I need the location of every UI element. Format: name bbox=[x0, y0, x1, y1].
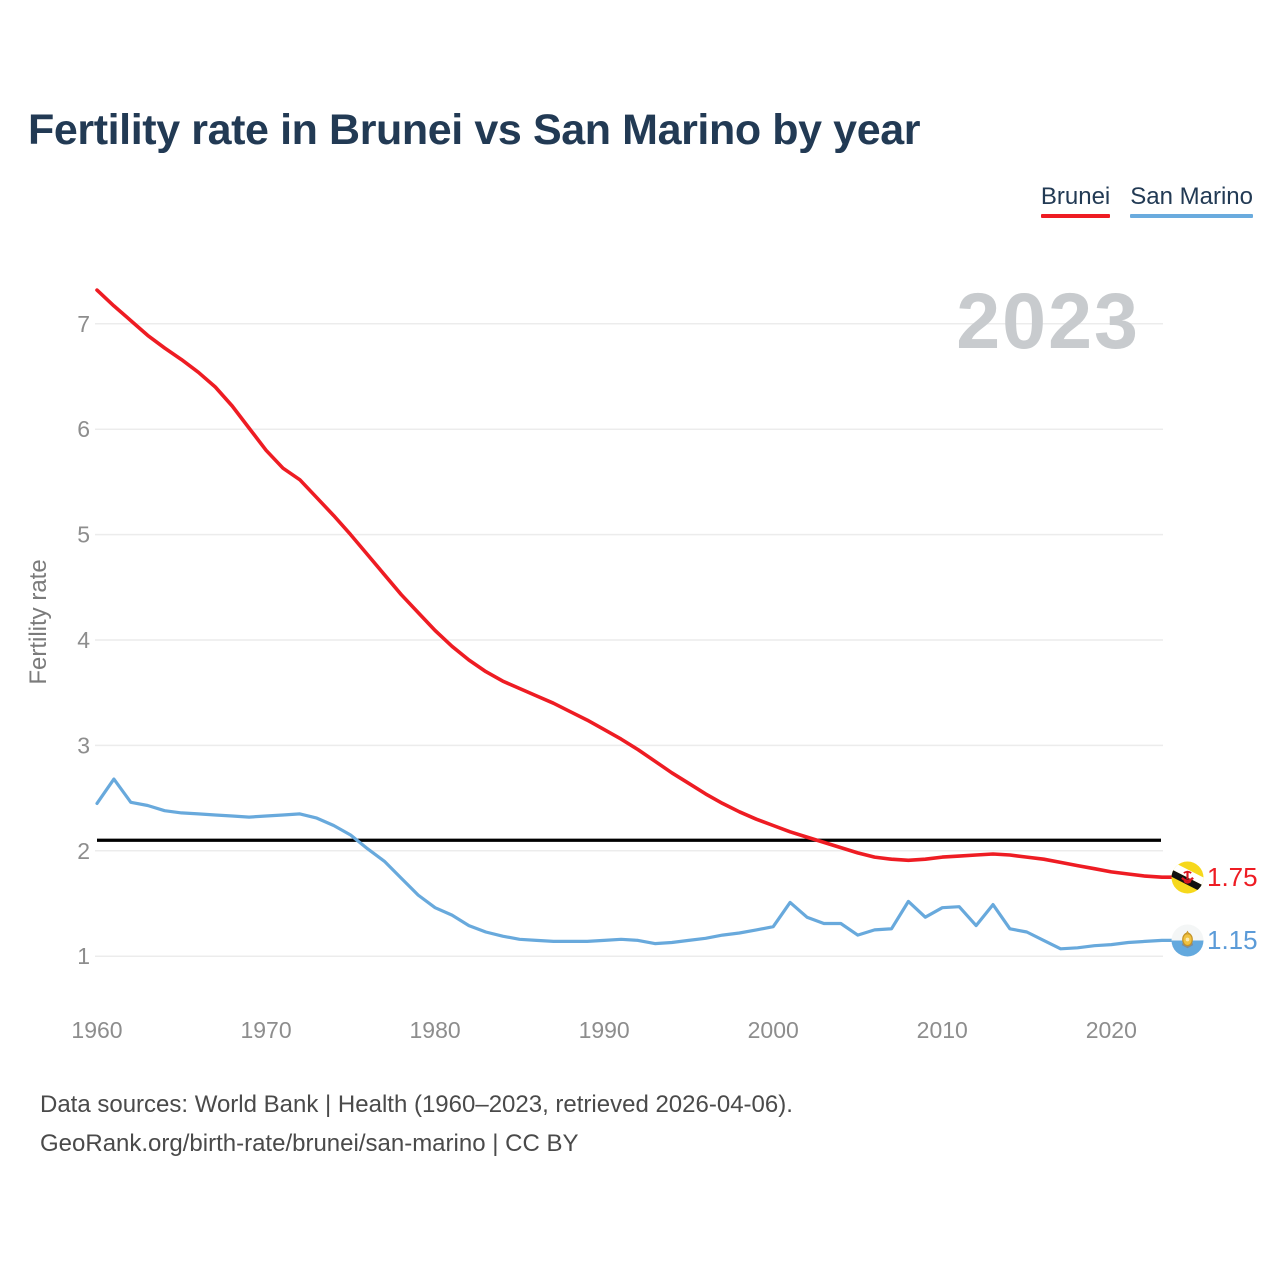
y-tick-label: 3 bbox=[77, 732, 90, 758]
legend-swatch-brunei bbox=[1040, 214, 1111, 218]
legend-swatch-san-marino bbox=[1130, 214, 1253, 218]
data-source-line: Data sources: World Bank | Health (1960–… bbox=[40, 1091, 793, 1118]
legend-label-brunei: Brunei bbox=[1040, 183, 1111, 210]
san-marino-line-series bbox=[95, 777, 1176, 951]
legend: Brunei San Marino bbox=[1040, 183, 1253, 218]
y-tick-label: 7 bbox=[77, 311, 90, 337]
y-tick-label: 5 bbox=[77, 522, 90, 548]
y-axis-title: Fertility rate bbox=[25, 559, 52, 684]
brunei-line-series bbox=[95, 288, 1176, 880]
brunei-value-label: 1.75 bbox=[1207, 862, 1258, 892]
legend-item-brunei[interactable]: Brunei bbox=[1040, 183, 1111, 218]
x-tick-label: 1960 bbox=[71, 1017, 122, 1043]
y-tick-label: 6 bbox=[77, 416, 90, 442]
brunei-flag-icon bbox=[1171, 861, 1204, 894]
year-watermark: 2023 bbox=[956, 276, 1140, 365]
page-title: Fertility rate in Brunei vs San Marino b… bbox=[28, 106, 921, 154]
legend-item-san-marino[interactable]: San Marino bbox=[1130, 183, 1253, 218]
attribution-line: GeoRank.org/birth-rate/brunei/san-marino… bbox=[40, 1130, 579, 1157]
san-marino-value-label: 1.15 bbox=[1207, 925, 1258, 955]
y-tick-label: 2 bbox=[77, 838, 90, 864]
x-tick-label: 1990 bbox=[579, 1017, 630, 1043]
legend-label-san-marino: San Marino bbox=[1130, 183, 1253, 210]
y-tick-label: 4 bbox=[77, 627, 90, 653]
x-tick-label: 2000 bbox=[748, 1017, 799, 1043]
x-tick-label: 1980 bbox=[410, 1017, 461, 1043]
x-tick-label: 2020 bbox=[1086, 1017, 1137, 1043]
x-tick-label: 2010 bbox=[917, 1017, 968, 1043]
x-tick-label: 1970 bbox=[240, 1017, 291, 1043]
san-marino-flag-icon bbox=[1171, 924, 1204, 957]
footer: Data sources: World Bank | Health (1960–… bbox=[40, 1085, 793, 1163]
y-tick-label: 1 bbox=[77, 943, 90, 969]
